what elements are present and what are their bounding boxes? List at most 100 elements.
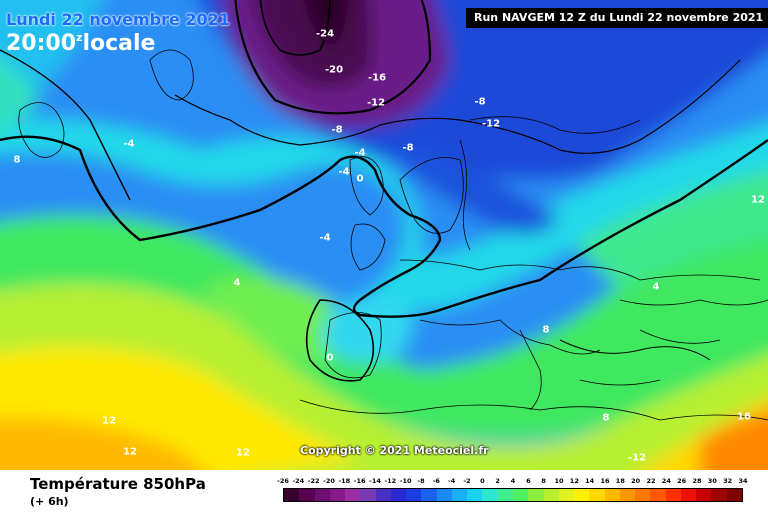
scale-color-cell [574,489,590,501]
isotherm-label: 8 [13,154,21,166]
isotherm-label: 8 [602,412,610,424]
scale-tick-label: -6 [432,477,440,485]
isotherm-label: 0 [356,173,364,185]
scale-color-cell [589,489,605,501]
scale-color-cell [696,489,712,501]
scale-tick-label: -14 [369,477,381,485]
scale-tick-label: 12 [569,477,579,485]
scale-color-cell [299,489,315,501]
scale-tick-label: 30 [707,477,717,485]
isotherm-label: 12 [123,446,137,458]
scale-color-cell [345,489,361,501]
scale-color-cell [482,489,498,501]
scale-color-cell [650,489,666,501]
map-title: Température 850hPa [30,475,206,493]
scale-tick-label: 16 [600,477,610,485]
time-zone-marker: z [76,31,83,44]
scale-tick-label: 26 [677,477,687,485]
scale-color-cell [390,489,407,501]
scale-tick-label: 10 [554,477,564,485]
scale-tick-label: -18 [338,477,351,485]
scale-tick-label: 22 [646,477,656,485]
isotherm-label: 4 [652,281,660,293]
scale-color-cell [284,489,300,501]
isotherm-label: -4 [123,138,135,150]
copyright-notice: Copyright © 2021 Meteociel.fr [300,444,489,457]
isotherm-label: 12 [236,447,250,459]
isotherm-label: -4 [354,147,366,159]
scale-color-cell [726,489,742,501]
scale-tick-label: -4 [448,477,456,485]
scale-tick-label: -16 [353,477,366,485]
scale-color-cell [451,489,468,501]
scale-tick-label: 28 [692,477,702,485]
scale-tick-label: -8 [417,477,425,485]
scale-tick-label: -26 [277,477,289,485]
scale-tick-label: -12 [384,477,397,485]
temperature-map: Lundi 22 novembre 2021 20:00zlocale Run … [0,0,768,470]
scale-tick-label: -2 [463,477,471,485]
isotherm-label: -20 [324,64,344,76]
time-suffix: locale [82,31,156,56]
isotherm-label: -12 [366,97,386,109]
coastlines [18,49,768,421]
map-canvas [0,0,768,470]
scale-tick-label: 4 [510,477,516,485]
scale-tick-label: 24 [661,477,671,485]
scale-color-cell [497,489,513,501]
isotherm-label: -8 [474,96,486,108]
scale-tick-label: -24 [292,477,305,485]
map-footer: Température 850hPa (+ 6h) -26 -24 -22 -20 -1… [0,470,768,512]
map-time: 20:00zlocale [6,31,155,56]
scale-tick-label: 14 [585,477,595,485]
isotherm-label: -12 [627,452,647,464]
isotherm-label: -8 [402,142,414,154]
scale-color-cell [680,489,697,501]
scale-color-cell [360,489,376,501]
isotherm-label: 16 [737,411,751,423]
scale-tick-label: -22 [307,477,320,485]
isotherm-label: 12 [751,194,765,206]
scale-tick-label: 8 [541,477,546,485]
scale-color-cell [375,489,391,501]
isotherm-label: 8 [542,324,550,336]
scale-tick-label: 20 [631,477,641,485]
isotherm-label: 12 [102,415,116,427]
isotherm-label: -4 [319,232,331,244]
scale-color-cell [665,489,681,501]
scale-color-cell [528,489,544,501]
color-scale-legend [283,488,743,502]
scale-color-cell [543,489,559,501]
scale-tick-label: 34 [738,477,748,485]
scale-tick-label: 0 [480,477,485,485]
scale-tick-label: 2 [495,477,500,485]
scale-tick-label: -20 [323,477,335,485]
isotherm-label: -16 [367,72,387,84]
scale-tick-label: 32 [723,477,733,485]
isotherm-label: 4 [233,277,241,289]
scale-color-cell [436,489,452,501]
scale-color-cell [619,489,636,501]
forecast-offset: (+ 6h) [30,495,69,508]
scale-color-cell [512,489,529,501]
scale-color-cell [421,489,437,501]
scale-color-cell [604,489,620,501]
scale-color-cell [406,489,422,501]
scale-color-cell [635,489,651,501]
isotherm-label: -12 [481,118,501,130]
scale-tick-label: 18 [615,477,625,485]
scale-color-cell [467,489,483,501]
scale-tick-label: 6 [526,477,531,485]
scale-color-cell [314,489,330,501]
isotherm-label: -4 [338,166,350,178]
isotherm-label: 0 [326,352,334,364]
scale-color-cell [711,489,727,501]
scale-color-cell [329,489,346,501]
isotherm-label: -8 [331,124,343,136]
time-value: 20:00 [6,31,77,56]
color-scale-ticks: -26 -24 -22 -20 -18 -16 -14 -12 -10 -8 -6 -4 -2 0 2 4 6 8… [277,477,747,488]
map-date: Lundi 22 novembre 2021 [6,10,230,29]
scale-color-cell [558,489,575,501]
temperature-field [0,0,768,470]
